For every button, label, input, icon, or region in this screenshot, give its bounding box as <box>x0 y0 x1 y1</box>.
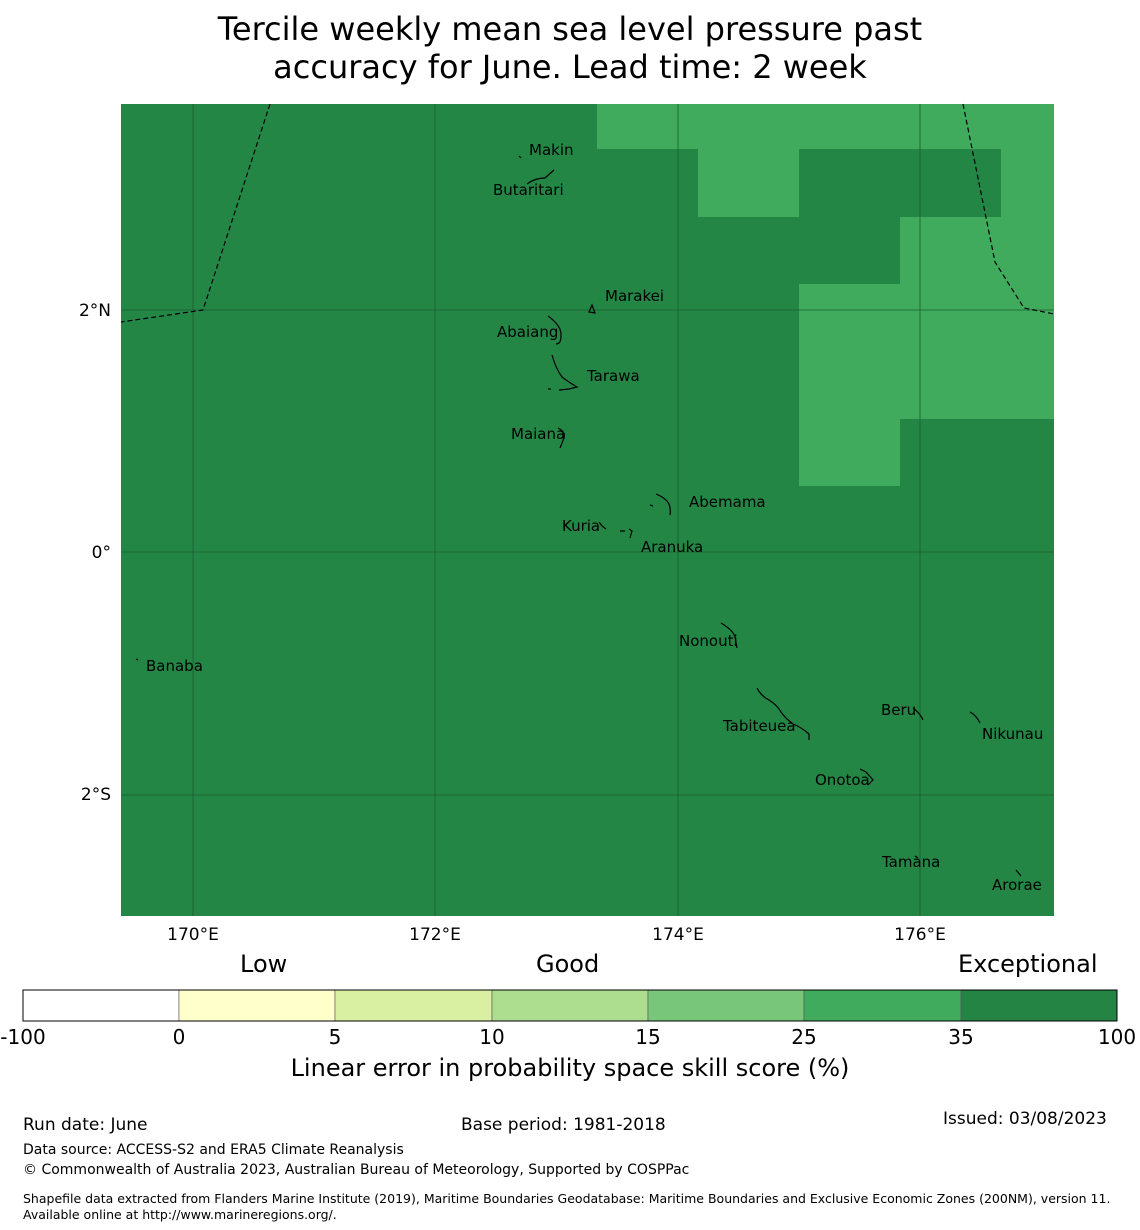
data-source: Data source: ACCESS-S2 and ERA5 Climate … <box>23 1142 404 1158</box>
island-label-arorae: Arorae <box>992 876 1042 894</box>
colorbar-tick: 25 <box>791 1025 817 1049</box>
title-line-2: accuracy for June. Lead time: 2 week <box>273 48 867 86</box>
eez-boundaries <box>120 103 1055 323</box>
colorbar-swatch <box>491 989 649 1022</box>
longitude-labels: 170°E 172°E 174°E 176°E <box>167 925 946 945</box>
colorbar-category-exceptional: Exceptional <box>958 950 1098 978</box>
run-date: Run date: June <box>23 1115 148 1135</box>
copyright: © Commonwealth of Australia 2023, Austra… <box>23 1162 690 1178</box>
skill-map: Makin Butaritari Marakei Abaiang Tarawa … <box>79 103 1055 945</box>
lon-label-176e: 176°E <box>894 925 946 945</box>
island-label-makin: Makin <box>529 141 574 159</box>
colorbar-swatch <box>334 989 493 1022</box>
colorbar-label: Linear error in probability space skill … <box>290 1054 850 1082</box>
island-label-aranuka: Aranuka <box>641 538 703 556</box>
colorbar-category-low: Low <box>240 950 288 978</box>
lat-label-2n: 2°N <box>79 301 111 321</box>
latitude-labels: 2°N 0° 2°S <box>79 301 111 805</box>
colorbar-tick: 10 <box>479 1025 505 1049</box>
colorbar-swatch <box>647 989 805 1022</box>
island-label-beru: Beru <box>881 701 916 719</box>
lon-label-170e: 170°E <box>167 925 219 945</box>
island-label-marakei: Marakei <box>605 287 664 305</box>
colorbar-tick: 35 <box>948 1025 974 1049</box>
island-label-onotoa: Onotoa <box>815 771 870 789</box>
lat-label-2s: 2°S <box>81 785 111 805</box>
shapefile-credit: Shapefile data extracted from Flanders M… <box>23 1191 1111 1222</box>
title-line-1: Tercile weekly mean sea level pressure p… <box>217 10 923 48</box>
colorbar-swatch <box>960 989 1118 1022</box>
issued-date: Issued: 03/08/2023 <box>943 1109 1107 1129</box>
colorbar-swatch <box>803 989 962 1022</box>
colorbar <box>22 989 1118 1022</box>
island-label-tamana: Tamana <box>881 853 940 871</box>
map-gridlines <box>121 104 1054 916</box>
island-label-nikunau: Nikunau <box>982 725 1043 743</box>
colorbar-category-good: Good <box>536 950 600 978</box>
colorbar-tick: 5 <box>328 1025 342 1049</box>
colorbar-tick: 100 <box>1097 1025 1137 1049</box>
map-title: Tercile weekly mean sea level pressure p… <box>0 10 1140 86</box>
lon-label-174e: 174°E <box>652 925 704 945</box>
island-label-maiana: Maiana <box>511 425 565 443</box>
colorbar-frame <box>22 989 1118 1022</box>
lat-label-0: 0° <box>92 543 111 563</box>
base-period: Base period: 1981-2018 <box>461 1115 666 1135</box>
island-label-nonouti: Nonouti <box>679 632 738 650</box>
island-label-kuria: Kuria <box>562 517 600 535</box>
island-labels: Makin Butaritari Marakei Abaiang Tarawa … <box>146 141 1043 894</box>
island-label-abaiang: Abaiang <box>497 323 558 341</box>
island-label-tabiteuea: Tabiteuea <box>722 717 796 735</box>
island-outlines <box>135 155 1022 877</box>
colorbar-tick: 15 <box>635 1025 661 1049</box>
colorbar-tick: -100 <box>0 1025 46 1049</box>
colorbar-tick: 0 <box>172 1025 186 1049</box>
skill-band-25-35 <box>597 104 1054 486</box>
island-label-banaba: Banaba <box>146 657 203 675</box>
lon-label-172e: 172°E <box>409 925 461 945</box>
map-background <box>121 104 1054 916</box>
island-label-abemama: Abemama <box>689 493 766 511</box>
colorbar-swatch <box>178 989 336 1022</box>
island-label-tarawa: Tarawa <box>586 367 640 385</box>
island-label-butaritari: Butaritari <box>493 181 564 199</box>
colorbar-swatch <box>22 989 180 1022</box>
